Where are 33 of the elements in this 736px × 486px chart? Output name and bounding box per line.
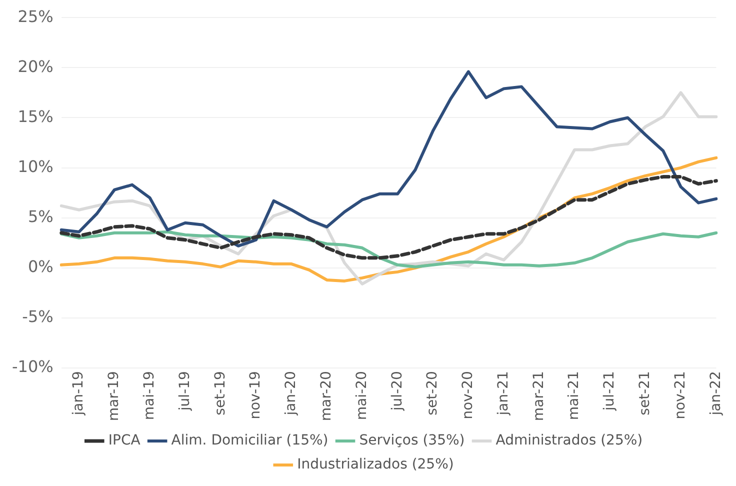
legend-label: IPCA: [108, 432, 141, 449]
x-tick-label: jul-20: [389, 371, 406, 412]
x-tick-label: nov-19: [248, 371, 264, 420]
legend-label: Industrializados (25%): [297, 456, 454, 473]
y-tick-label: 15%: [18, 106, 54, 126]
x-tick-label: mar-19: [106, 371, 122, 422]
x-tick-label: mar-20: [318, 371, 334, 422]
x-tick-label: mai-21: [566, 371, 582, 420]
legend-label: Alim. Domiciliar (15%): [171, 432, 328, 449]
x-tick-label: mai-20: [354, 371, 370, 420]
y-tick-label: -10%: [12, 357, 54, 376]
y-tick-label: -5%: [22, 307, 54, 326]
x-tick-label: jan-22: [708, 371, 724, 416]
x-tick-label: mar-21: [530, 371, 547, 422]
x-tick-label: jul-19: [176, 371, 193, 412]
y-tick-label: 20%: [18, 56, 54, 76]
legend-label: Serviços (35%): [359, 432, 465, 449]
x-tick-label: nov-20: [460, 371, 476, 420]
x-tick-label: set-19: [212, 371, 228, 416]
x-tick-label: set-21: [637, 371, 654, 416]
y-tick-label: 25%: [18, 6, 54, 26]
x-tick-label: jan-19: [70, 371, 87, 416]
x-tick-label: set-20: [424, 371, 441, 416]
x-tick-label: jul-21: [602, 371, 618, 412]
y-tick-label: 5%: [28, 207, 54, 226]
y-tick-label: 0%: [28, 257, 54, 276]
x-tick-label: jan-20: [283, 371, 300, 416]
x-tick-label: nov-21: [672, 371, 688, 420]
y-tick-label: 10%: [18, 156, 54, 176]
legend-label: Administrados (25%): [496, 432, 643, 449]
x-tick-label: jan-21: [495, 371, 512, 416]
line-series: [60, 175, 718, 260]
x-tick-label: mai-19: [141, 371, 158, 420]
